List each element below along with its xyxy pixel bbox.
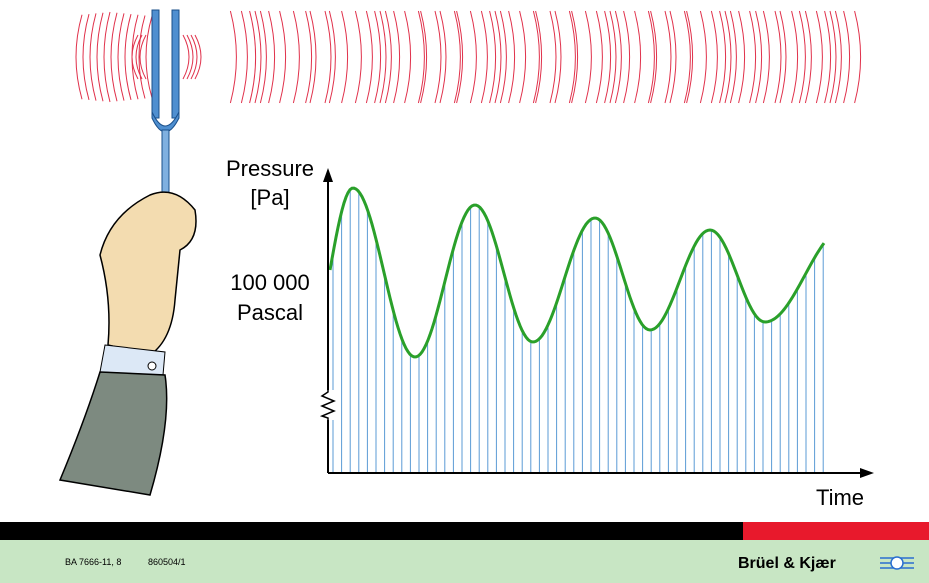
footer-accent xyxy=(743,522,929,540)
logo-circle xyxy=(891,557,903,569)
fork-prong xyxy=(172,10,179,118)
page: Pressure [Pa] 100 000 Pascal Time BA 766… xyxy=(0,0,929,583)
footer-bar xyxy=(0,522,743,540)
level-unit: Pascal xyxy=(237,300,303,325)
slide: Pressure [Pa] 100 000 Pascal Time BA 766… xyxy=(0,0,929,583)
fork-stem xyxy=(162,130,169,200)
fork-prong xyxy=(152,10,159,118)
level-value: 100 000 xyxy=(230,270,310,295)
y-unit: [Pa] xyxy=(250,185,289,210)
brand: Brüel & Kjær xyxy=(738,555,836,572)
footer-number: 860504/1 xyxy=(148,557,186,567)
x-label: Time xyxy=(816,485,864,510)
y-label: Pressure xyxy=(226,156,314,181)
footer-code: BA 7666-11, 8 xyxy=(65,557,121,567)
cuff-button xyxy=(148,362,156,370)
